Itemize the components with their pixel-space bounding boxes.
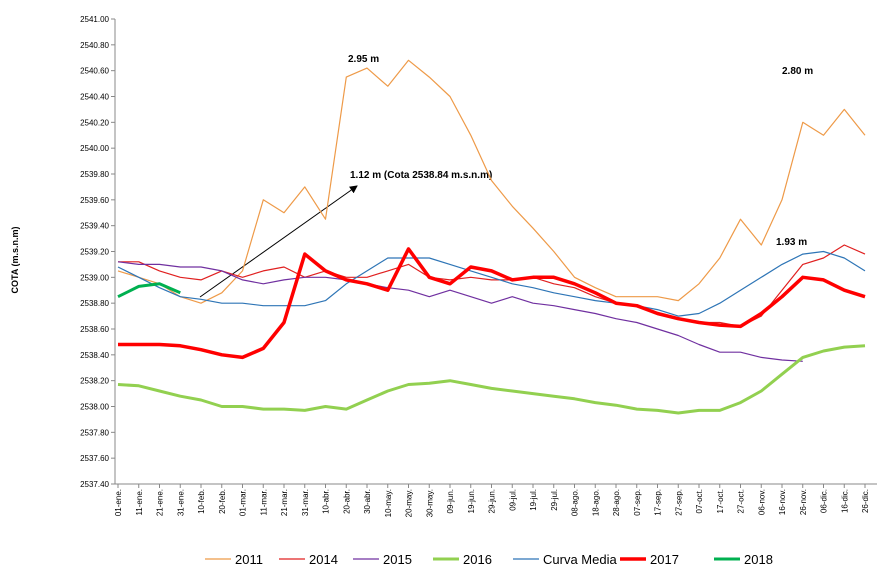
series-line — [118, 244, 866, 327]
y-tick-label: 2538.40 — [80, 351, 109, 360]
x-tick-label: 11-ene. — [135, 489, 144, 516]
legend-label: 2014 — [309, 552, 338, 565]
legend-label: 2016 — [463, 552, 492, 565]
x-tick-label: 21-mar. — [280, 489, 289, 516]
annotation: 2.80 m — [782, 66, 813, 77]
series-line — [118, 247, 866, 360]
series-line — [117, 344, 866, 415]
y-tick-label: 2538.00 — [80, 403, 109, 412]
y-tick-label: 2540.00 — [80, 144, 109, 153]
legend-label: 2017 — [650, 552, 679, 565]
y-tick-label: 2537.40 — [80, 480, 109, 489]
x-tick-label: 30-abr. — [363, 489, 372, 514]
y-tick-label: 2539.00 — [80, 273, 109, 282]
y-tick-label: 2537.80 — [80, 428, 109, 437]
x-tick-label: 10-may. — [384, 489, 393, 517]
annotation: 1.93 m — [776, 237, 807, 248]
y-tick-label: 2541.00 — [80, 15, 109, 24]
legend-label: 2018 — [744, 552, 773, 565]
x-tick-label: 07-oct. — [695, 489, 704, 513]
x-tick-label: 09-jul. — [508, 489, 517, 511]
x-tick-label: 29-jun. — [488, 489, 497, 513]
x-tick-label: 30-may. — [425, 489, 434, 517]
x-tick-label: 20-feb. — [218, 489, 227, 514]
y-tick-label: 2539.60 — [80, 196, 109, 205]
x-tick-label: 10-abr. — [322, 489, 331, 514]
x-tick-label: 26-nov. — [799, 489, 808, 515]
x-tick-label: 08-ago. — [571, 489, 580, 516]
x-tick-label: 16-nov. — [778, 489, 787, 515]
x-tick-label: 26-dic. — [861, 489, 870, 513]
x-tick-label: 31-ene. — [176, 489, 185, 516]
y-tick-label: 2540.20 — [80, 118, 109, 127]
legend-label: 2015 — [383, 552, 412, 565]
y-tick-label: 2539.40 — [80, 222, 109, 231]
x-tick-label: 10-feb. — [197, 489, 206, 514]
x-tick-label: 06-dic. — [820, 489, 829, 513]
y-tick-label: 2540.80 — [80, 41, 109, 50]
x-tick-label: 31-mar. — [301, 489, 310, 516]
legend-label: Curva Media — [543, 552, 617, 565]
x-tick-label: 19-jun. — [467, 489, 476, 513]
series-line — [117, 59, 866, 304]
x-tick-label: 06-nov. — [757, 489, 766, 515]
y-tick-label: 2540.60 — [80, 67, 109, 76]
x-tick-label: 27-oct. — [737, 489, 746, 513]
y-tick-label: 2540.40 — [80, 93, 109, 102]
x-tick-label: 29-jul. — [550, 489, 559, 511]
annotation-arrow — [199, 185, 358, 298]
x-tick-label: 28-ago. — [612, 489, 621, 516]
y-tick-label: 2539.80 — [80, 170, 109, 179]
x-tick-label: 20-abr. — [342, 489, 351, 514]
x-tick-label: 01-ene. — [114, 489, 123, 516]
x-tick-label: 16-dic. — [840, 489, 849, 513]
x-tick-label: 01-mar. — [239, 489, 248, 516]
legend-label: 2011 — [235, 552, 263, 565]
x-tick-label: 20-may. — [405, 489, 414, 517]
x-tick-label: 11-mar. — [259, 489, 268, 516]
annotation: 1.12 m (Cota 2538.84 m.s.n.m) — [350, 170, 492, 181]
y-tick-label: 2538.60 — [80, 325, 109, 334]
series-line — [117, 250, 866, 317]
x-tick-label: 09-jun. — [446, 489, 455, 513]
x-tick-label: 17-oct. — [716, 489, 725, 513]
y-tick-label: 2537.60 — [80, 454, 109, 463]
x-tick-label: 18-ago. — [591, 489, 600, 516]
series-line — [117, 261, 803, 362]
y-tick-label: 2539.20 — [80, 248, 109, 257]
x-tick-label: 21-ene. — [156, 489, 165, 516]
y-tick-label: 2538.80 — [80, 299, 109, 308]
x-tick-label: 27-sep. — [674, 489, 683, 516]
series-line — [117, 282, 181, 299]
annotation: 2.95 m — [348, 54, 379, 65]
x-tick-label: 17-sep. — [654, 489, 663, 516]
x-tick-label: 07-sep. — [633, 489, 642, 516]
y-axis-title: COTA (m.s.n.m) — [10, 226, 20, 293]
x-tick-label: 19-jul. — [529, 489, 538, 511]
y-tick-label: 2538.20 — [80, 377, 109, 386]
